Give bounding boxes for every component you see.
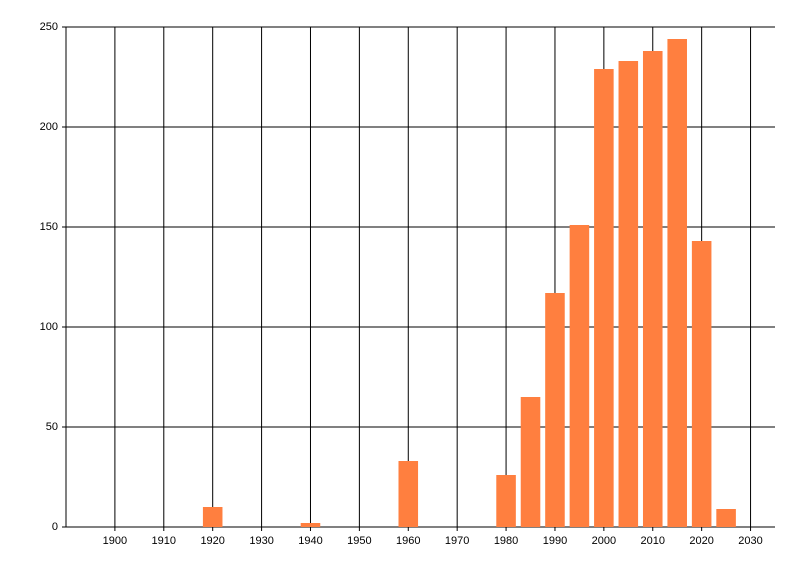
x-tick-label: 1980 xyxy=(494,535,518,547)
x-tick-label: 1920 xyxy=(200,535,224,547)
x-tick-label: 1900 xyxy=(103,535,127,547)
x-tick-label: 2000 xyxy=(592,535,616,547)
bar xyxy=(618,61,639,527)
x-tick-label: 1960 xyxy=(396,535,420,547)
x-tick-label: 2010 xyxy=(641,535,665,547)
y-tick-label: 150 xyxy=(40,221,58,233)
x-tick-label: 1910 xyxy=(152,535,176,547)
x-tick-label: 1990 xyxy=(543,535,567,547)
x-tick-label: 2030 xyxy=(738,535,762,547)
bar xyxy=(691,241,712,527)
y-tick-label: 100 xyxy=(40,321,58,333)
bar xyxy=(642,51,663,527)
bar xyxy=(520,397,541,527)
bar xyxy=(300,523,321,527)
x-tick-label: 2020 xyxy=(689,535,713,547)
bar xyxy=(569,225,590,527)
y-tick-label: 0 xyxy=(52,521,58,533)
x-tick-label: 1950 xyxy=(347,535,371,547)
bar xyxy=(594,69,614,527)
bar xyxy=(398,461,419,527)
y-tick-label: 250 xyxy=(40,21,58,33)
x-tick-label: 1970 xyxy=(445,535,469,547)
bar xyxy=(716,509,736,527)
x-tick-label: 1930 xyxy=(249,535,273,547)
y-tick-label: 200 xyxy=(40,121,58,133)
bar xyxy=(202,507,223,527)
bar xyxy=(545,293,565,527)
x-tick-label: 1940 xyxy=(298,535,322,547)
bar xyxy=(667,39,687,527)
y-tick-label: 50 xyxy=(46,421,58,433)
bar xyxy=(496,475,516,527)
